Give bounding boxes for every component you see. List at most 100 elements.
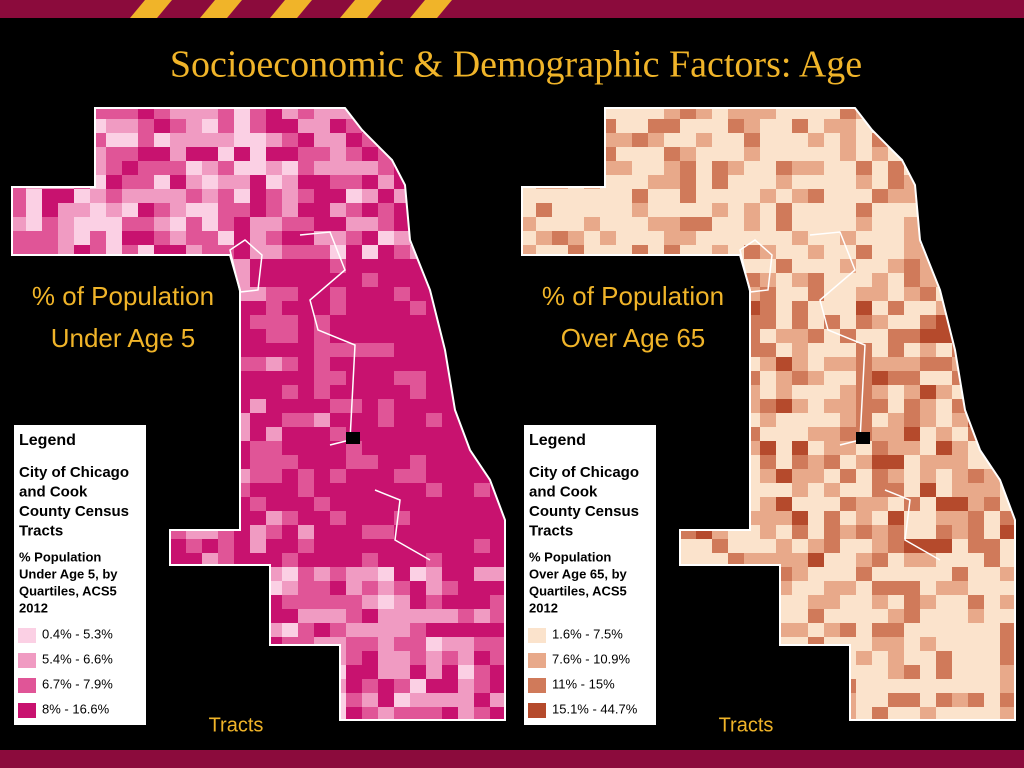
tract <box>234 147 254 165</box>
tract <box>378 259 397 275</box>
tract <box>282 147 303 165</box>
tract <box>856 245 873 261</box>
tract <box>154 203 172 221</box>
tract <box>968 567 989 582</box>
tract <box>330 108 350 122</box>
tract <box>872 287 891 302</box>
tract <box>808 175 828 190</box>
tract <box>680 133 699 147</box>
city-outline <box>11 107 506 721</box>
tract <box>298 147 314 161</box>
tract <box>234 189 252 203</box>
tract <box>250 217 268 232</box>
tract <box>872 567 888 584</box>
tract <box>378 217 399 235</box>
tract <box>330 469 348 485</box>
tract <box>378 651 396 666</box>
tract <box>536 203 556 217</box>
tract <box>170 203 186 217</box>
tract <box>410 427 430 444</box>
tract <box>266 497 285 515</box>
tract <box>936 441 954 459</box>
tract <box>648 217 669 235</box>
tract <box>298 217 319 231</box>
tract <box>250 385 270 403</box>
tract <box>888 413 909 430</box>
legend-label: 1.6% - 7.5% <box>552 626 623 641</box>
tract <box>792 287 808 301</box>
tract <box>584 189 600 204</box>
tract <box>426 469 446 487</box>
tract <box>394 357 410 374</box>
tract <box>760 203 781 221</box>
tract <box>648 108 666 119</box>
legend-label: 0.4% - 5.3% <box>42 626 113 641</box>
tract <box>458 679 476 694</box>
tract <box>330 371 347 389</box>
tract <box>426 455 445 473</box>
tract <box>856 581 873 599</box>
tract <box>904 693 925 709</box>
legend-field: 2012 <box>19 600 48 615</box>
tract <box>712 108 732 119</box>
tract <box>282 413 298 431</box>
tract <box>426 483 445 501</box>
tract <box>362 693 380 710</box>
tract <box>888 175 908 191</box>
tract <box>840 147 857 163</box>
tract <box>362 679 378 695</box>
tract <box>872 189 888 203</box>
tract <box>888 357 906 374</box>
tract <box>410 315 426 332</box>
tract <box>792 315 809 331</box>
tract <box>808 553 825 569</box>
tract <box>410 651 431 666</box>
tract <box>744 231 765 246</box>
tract <box>952 665 972 679</box>
tract <box>824 385 842 400</box>
tract <box>298 497 314 514</box>
tract <box>250 525 268 540</box>
tract <box>696 189 715 203</box>
tract <box>138 175 155 190</box>
tract <box>664 161 684 178</box>
tract <box>792 385 811 401</box>
tract <box>920 357 937 375</box>
tract <box>936 497 956 515</box>
tract <box>1000 525 1015 541</box>
tract <box>808 259 825 273</box>
tract <box>760 441 780 457</box>
tract <box>394 413 415 430</box>
tract <box>888 161 904 179</box>
tract <box>266 108 282 121</box>
tract <box>170 161 189 177</box>
tract <box>888 203 905 217</box>
tract <box>1000 539 1015 557</box>
tract <box>122 175 142 192</box>
tract <box>696 217 713 231</box>
tract <box>330 413 348 428</box>
tract <box>936 623 954 637</box>
tract <box>824 469 844 484</box>
tract <box>808 623 828 637</box>
tract <box>808 245 829 262</box>
tract <box>346 511 362 528</box>
tract <box>378 567 394 585</box>
tract <box>426 441 442 455</box>
tract <box>808 273 827 291</box>
tract <box>920 525 938 539</box>
legend-swatch <box>528 653 546 668</box>
tract <box>170 175 191 191</box>
tract <box>410 665 427 679</box>
tract <box>760 301 780 315</box>
tract <box>58 189 78 206</box>
tract <box>616 108 636 121</box>
tract <box>824 343 840 361</box>
tract <box>298 427 315 441</box>
tract <box>888 259 908 274</box>
tract <box>760 189 779 207</box>
tract <box>362 609 378 626</box>
tract <box>314 581 334 595</box>
tract <box>458 525 474 542</box>
tract <box>378 441 397 457</box>
